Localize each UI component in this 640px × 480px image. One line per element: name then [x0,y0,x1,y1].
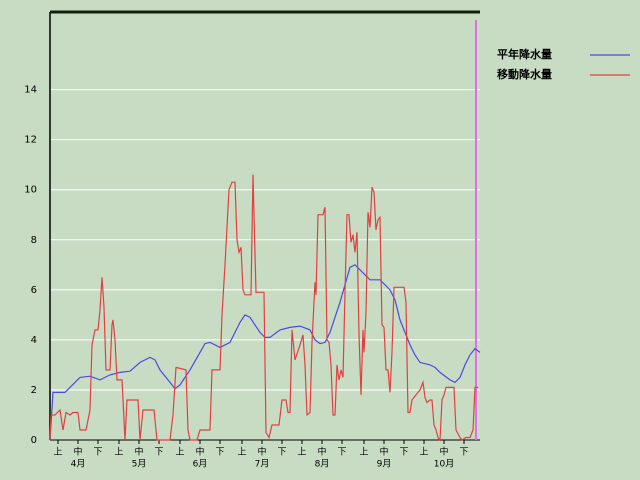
series-line [49,264,481,441]
x-tick-label: 上 [419,447,428,458]
y-tick-label: 2 [31,385,37,396]
y-tick-label: 6 [31,285,37,296]
x-tick-label: 上 [359,447,368,458]
x-tick-label: 中 [195,446,204,458]
month-label: 6月 [193,459,208,470]
x-tick-label: 下 [399,448,408,458]
month-label: 4月 [71,459,86,470]
month-label: 7月 [255,459,270,470]
x-tick-label: 下 [459,448,468,458]
series-line [49,174,478,442]
x-tick-label: 中 [73,446,82,458]
y-tick-label: 8 [31,235,37,246]
month-label: 9月 [377,459,392,470]
x-tick-label: 上 [237,447,246,458]
x-tick-label: 上 [175,447,184,458]
y-tick-label: 12 [24,135,37,146]
x-tick-label: 中 [257,446,266,458]
y-tick-label: 4 [31,335,37,346]
month-label: 5月 [132,459,147,470]
legend-label: 平年降水量 [497,47,552,61]
y-tick-label: 0 [31,435,37,446]
legend-label: 移動降水量 [497,67,552,81]
x-tick-label: 下 [277,448,286,458]
month-label: 10月 [434,459,454,470]
x-tick-label: 上 [114,447,123,458]
x-tick-label: 下 [337,448,346,458]
x-tick-label: 下 [215,448,224,458]
x-tick-label: 上 [297,447,306,458]
x-tick-label: 中 [134,446,143,458]
x-tick-label: 下 [154,448,163,458]
x-tick-label: 中 [379,446,388,458]
x-tick-label: 中 [439,446,448,458]
month-label: 8月 [315,459,330,470]
y-tick-label: 10 [24,185,37,196]
y-tick-label: 14 [24,85,37,96]
x-tick-label: 上 [53,447,62,458]
x-tick-label: 中 [317,446,326,458]
x-tick-label: 下 [93,448,102,458]
